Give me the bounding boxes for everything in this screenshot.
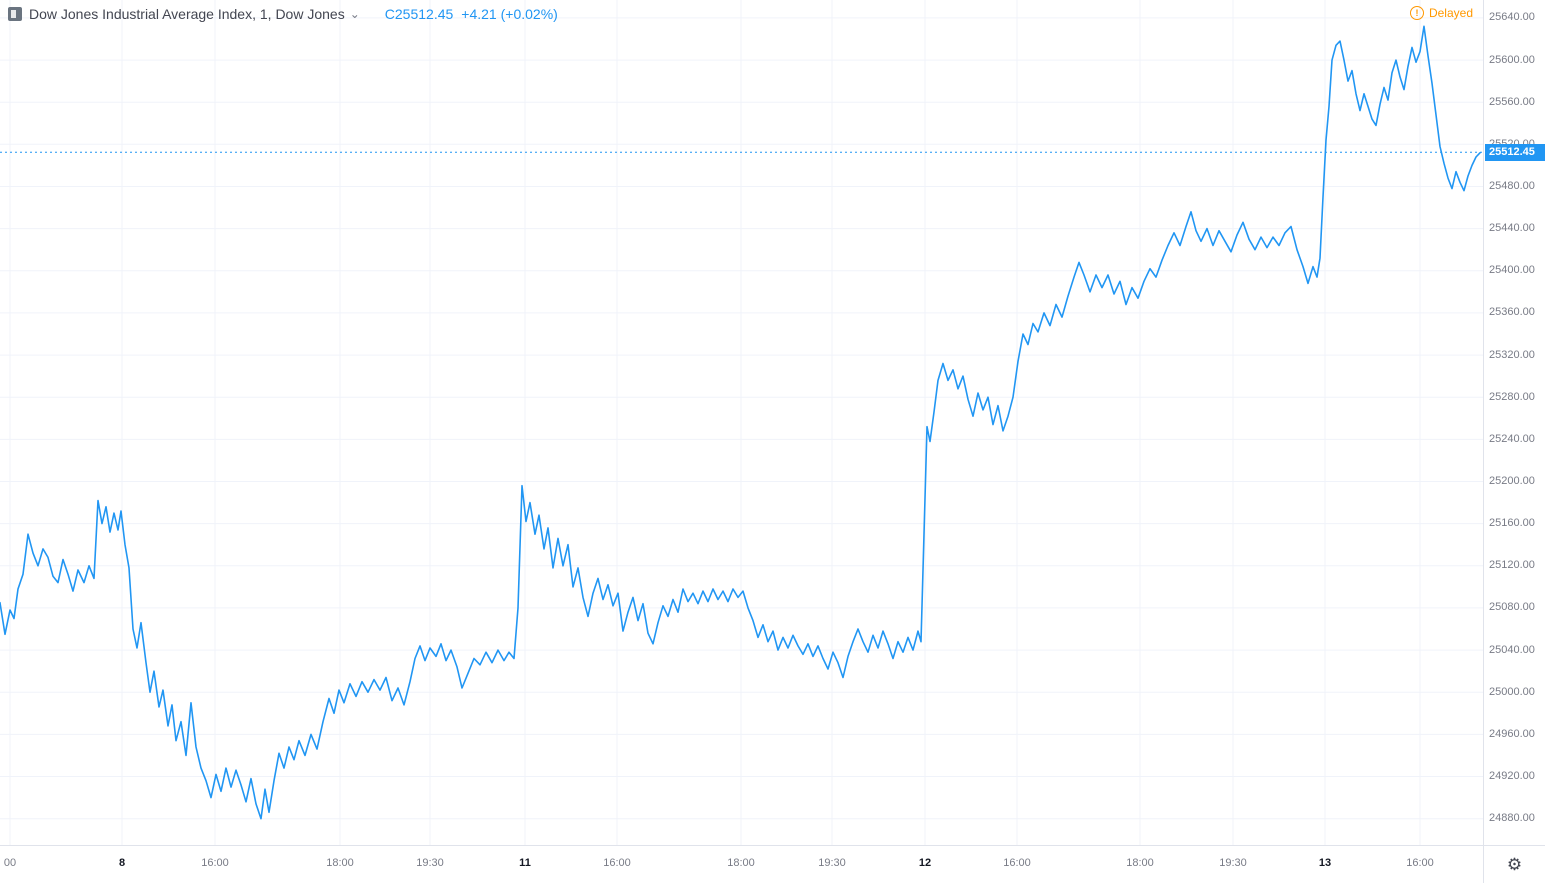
exclamation-icon: ! bbox=[1409, 6, 1424, 20]
chart-legend: Dow Jones Industrial Average Index, 1, D… bbox=[8, 6, 558, 23]
price-axis-label: 25160.00 bbox=[1489, 517, 1535, 530]
time-axis-label: 19:30 bbox=[1219, 857, 1247, 869]
time-axis-label: 16:00 bbox=[1003, 857, 1031, 869]
price-axis-label: 25000.00 bbox=[1489, 685, 1535, 698]
time-axis-label: 8 bbox=[118, 857, 126, 869]
price-axis-label: 25480.00 bbox=[1489, 179, 1535, 192]
price-axis-label: 25040.00 bbox=[1489, 643, 1535, 656]
last-price-tag: 25512.45 bbox=[1485, 143, 1545, 161]
chart-canvas[interactable]: Dow Jones Industrial Average Index, 1, D… bbox=[0, 0, 1483, 845]
settings-gear-icon[interactable]: ⚙ bbox=[1506, 855, 1523, 874]
price-axis-label: 25640.00 bbox=[1489, 11, 1535, 24]
time-axis-label: 19:30 bbox=[416, 857, 444, 869]
price-axis-label: 25080.00 bbox=[1489, 601, 1535, 614]
time-axis-label: 18:00 bbox=[727, 857, 755, 869]
price-axis-label: 25600.00 bbox=[1489, 53, 1535, 66]
axis-corner: ⚙ bbox=[1483, 845, 1545, 883]
price-chart-svg bbox=[0, 0, 1483, 845]
time-axis-label: 11 bbox=[519, 857, 531, 869]
price-axis-label: 25200.00 bbox=[1489, 475, 1535, 487]
price-axis-label: 25560.00 bbox=[1489, 95, 1535, 108]
symbol-title[interactable]: Dow Jones Industrial Average Index, 1, D… bbox=[29, 6, 345, 22]
delayed-label: Delayed bbox=[1428, 6, 1473, 20]
time-axis-label: 16:00 bbox=[201, 857, 229, 869]
price-axis-label: 25280.00 bbox=[1489, 390, 1535, 403]
instrument-logo-icon bbox=[8, 7, 22, 22]
price-line-series bbox=[0, 25, 1481, 820]
price-axis-label: 24920.00 bbox=[1489, 770, 1535, 782]
price-axis-label: 25240.00 bbox=[1489, 432, 1535, 445]
time-axis-label: 16:00 bbox=[1406, 857, 1434, 869]
time-axis-label: 00 bbox=[3, 857, 17, 869]
time-axis-label: 16:00 bbox=[603, 857, 631, 869]
price-axis-label: 25440.00 bbox=[1489, 222, 1535, 235]
delayed-badge[interactable]: ! Delayed bbox=[1409, 6, 1473, 20]
time-axis-label: 12 bbox=[918, 857, 932, 869]
legend-values: C 25512.45 +4.21 (+0.02%) bbox=[385, 6, 558, 23]
time-axis-label: 18:00 bbox=[1126, 857, 1154, 869]
time-axis-label: 18:00 bbox=[326, 857, 354, 869]
chevron-down-icon[interactable]: ⌄ bbox=[349, 7, 360, 22]
time-axis-label: 19:30 bbox=[818, 857, 846, 869]
last-close-prefix: C bbox=[384, 6, 395, 22]
price-axis-label: 25320.00 bbox=[1489, 348, 1535, 361]
price-change: +4.21 (+0.02%) bbox=[461, 6, 558, 22]
time-axis-label: 13 bbox=[1318, 857, 1332, 869]
price-axis-label: 24880.00 bbox=[1489, 812, 1535, 825]
price-axis-label: 25120.00 bbox=[1489, 559, 1535, 572]
price-axis-label: 25400.00 bbox=[1489, 264, 1535, 277]
last-close-value: 25512.45 bbox=[394, 6, 454, 22]
time-axis[interactable]: 00 8 16:00 18:00 19:30 11 16:00 18:00 19:30 12 16:… bbox=[0, 845, 1483, 883]
price-axis-label: 24960.00 bbox=[1489, 727, 1535, 740]
price-axis-label: 25360.00 bbox=[1489, 306, 1535, 319]
price-axis[interactable]: 25512.45 25640.0025600.0025560.0025520.0… bbox=[1483, 0, 1545, 845]
